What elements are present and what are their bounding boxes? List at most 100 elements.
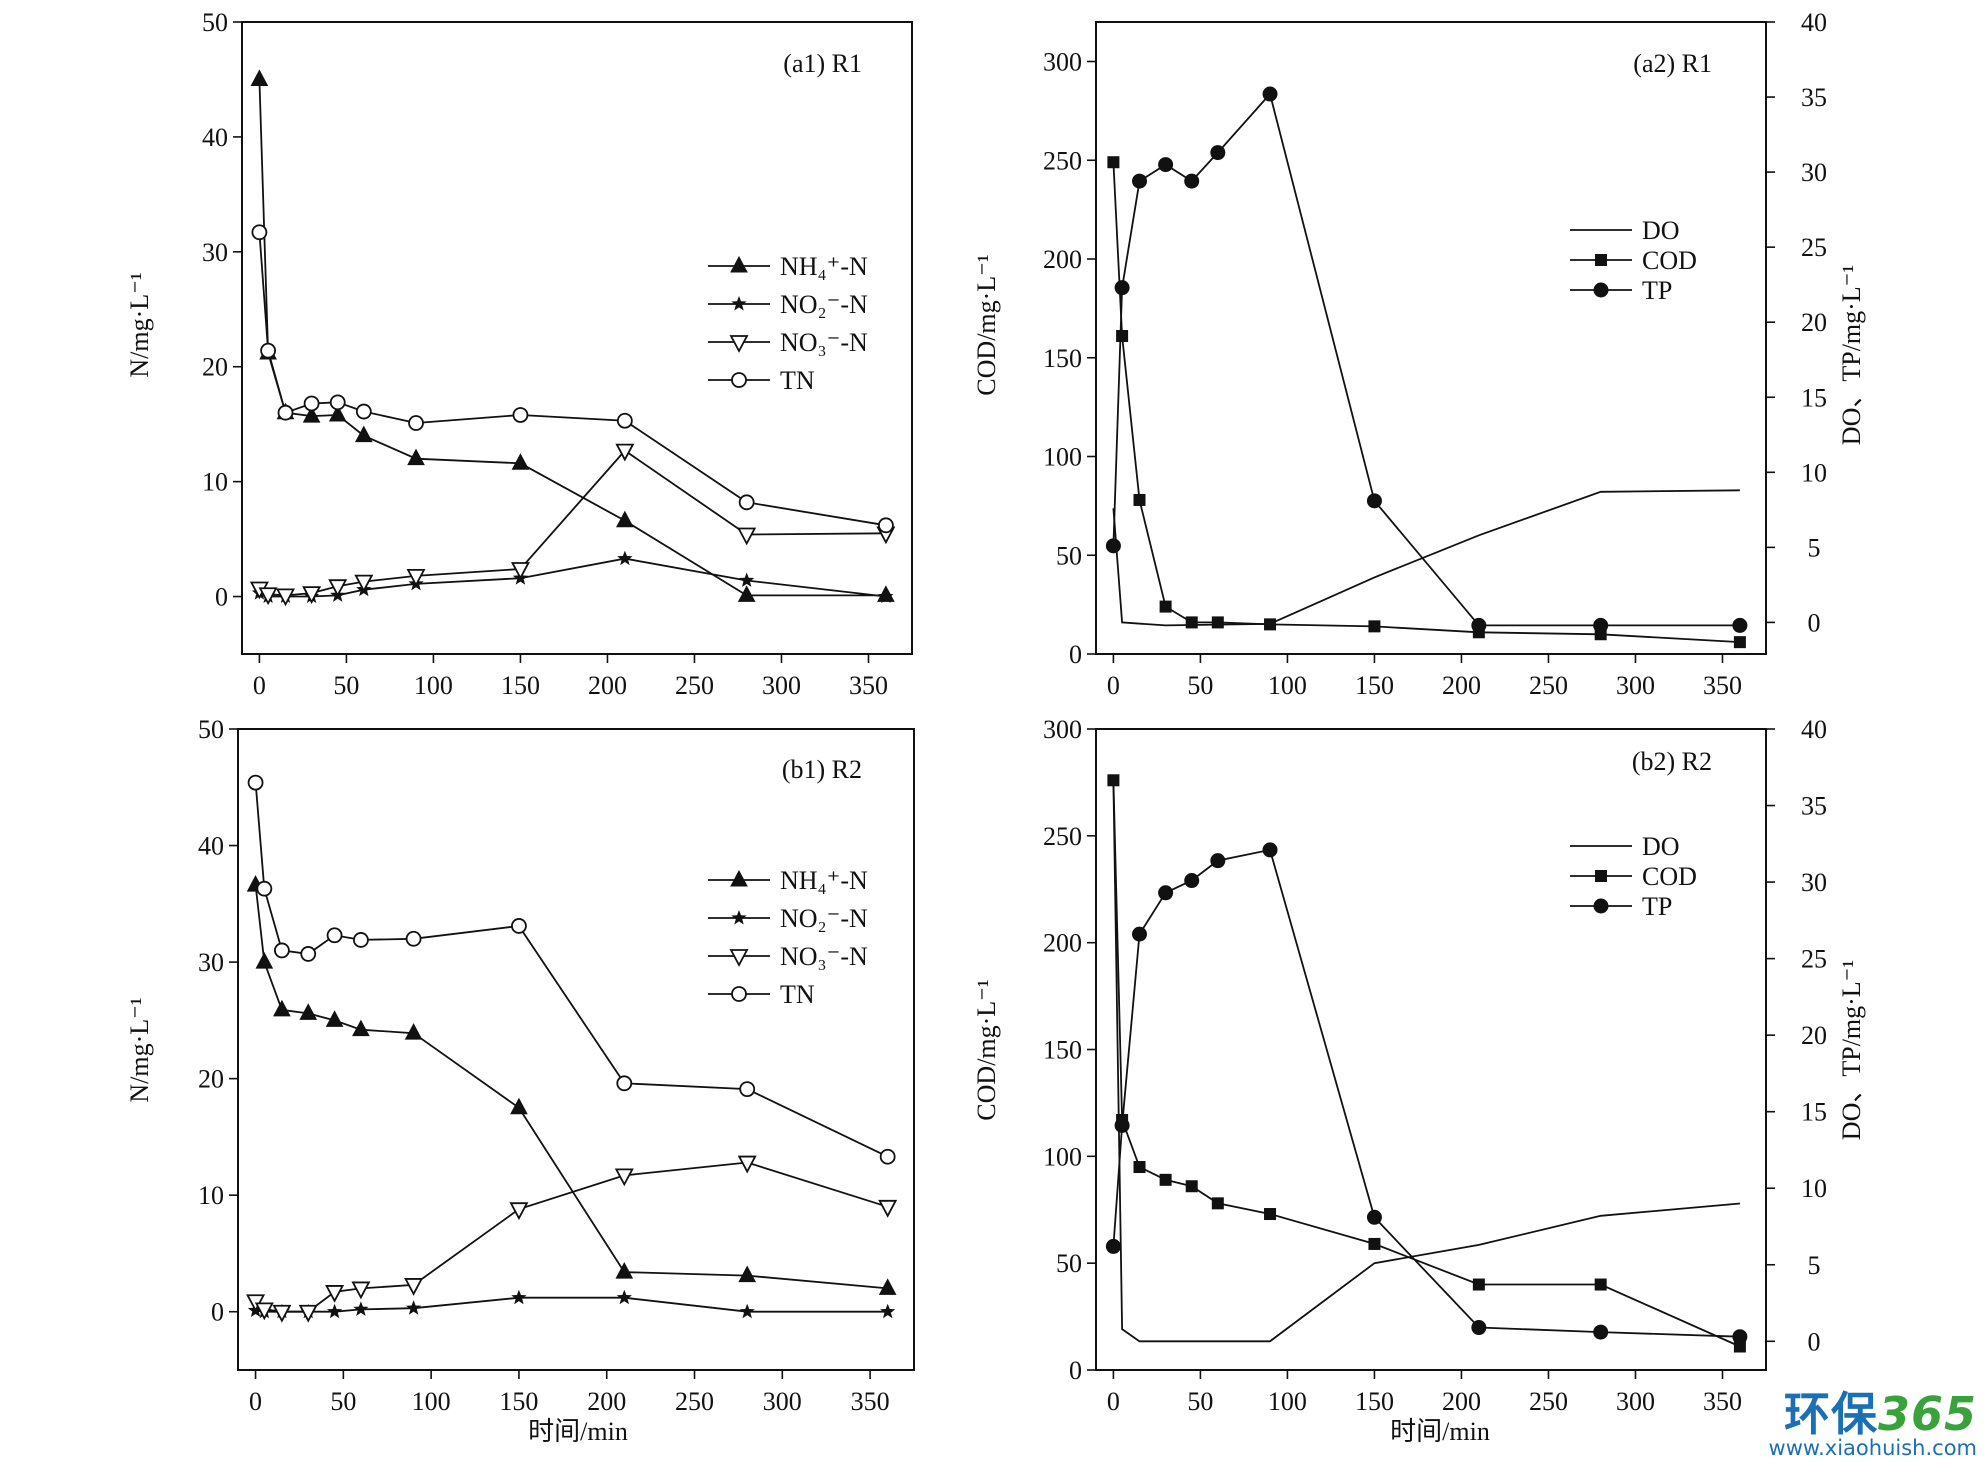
data-point-a2-tp-10 — [1732, 617, 1748, 633]
data-point-a1-no2minus-n-8 — [617, 550, 633, 566]
data-point-a1-tn-3 — [303, 395, 320, 412]
series-b2-tp — [1105, 842, 1748, 1345]
y2-tick-label-a2-10: 10 — [1801, 458, 1827, 487]
series-a2-do — [1112, 489, 1740, 627]
y-tick-label-a1-10: 10 — [202, 468, 228, 497]
y-tick-label-a2-300: 300 — [1043, 48, 1082, 77]
x-tick-label-a2-0: 0 — [1107, 671, 1120, 700]
legend-label-a1-no2minus-n: NO₂⁻-N — [780, 290, 868, 319]
data-point-a2-cod-4 — [1185, 616, 1198, 629]
y2-axis-title-b2: DO、TP/mg·L⁻¹ — [1837, 960, 1866, 1140]
data-point-a1-nh4plus-n-4 — [328, 404, 347, 422]
series-b1-no3minus-n — [246, 1155, 898, 1323]
y-tick-label-a2-0: 0 — [1069, 640, 1082, 669]
data-point-a1-no3minus-n-3 — [302, 586, 322, 605]
data-point-a1-tn-0 — [251, 224, 268, 241]
y2-tick-label-a2-35: 35 — [1801, 83, 1827, 112]
y2-tick-label-a2-40: 40 — [1801, 8, 1827, 37]
x-tick-label-a1-250: 250 — [675, 671, 714, 700]
plot-frame-a1 — [241, 21, 913, 655]
watermark-brand-text: 环保 — [1783, 1387, 1878, 1441]
panel-title-b1: (b1) R2 — [782, 755, 862, 784]
data-point-a1-tn-7 — [512, 407, 529, 423]
data-point-b1-nh4plus-n-9 — [738, 1265, 757, 1283]
x-tick-label-a2-300: 300 — [1616, 671, 1655, 700]
data-point-b1-nh4plus-n-5 — [352, 1019, 370, 1037]
data-point-b1-no3minus-n-6 — [404, 1278, 424, 1296]
data-point-b1-tn-10 — [879, 1148, 896, 1165]
y2-tick-label-b2-10: 10 — [1801, 1174, 1827, 1203]
y2-tick-label-b2-40: 40 — [1801, 715, 1827, 744]
data-point-a1-tn-8 — [616, 412, 633, 429]
data-point-a2-tp-8 — [1471, 617, 1487, 633]
legend-marker-b1-nh4plus-n — [730, 869, 748, 887]
data-point-a2-cod-6 — [1264, 618, 1277, 631]
x-tick-label-b1-150: 150 — [499, 1387, 538, 1416]
legend-label-a2-do: DO — [1642, 216, 1680, 245]
x-tick-label-b1-300: 300 — [763, 1387, 802, 1416]
watermark-url: www.xiaohuish.com — [1768, 1436, 1977, 1460]
data-point-a1-tn-9 — [738, 494, 755, 511]
data-point-b2-cod-5 — [1211, 1197, 1224, 1210]
data-point-b1-no3minus-n-10 — [878, 1199, 898, 1218]
legend-marker-b2-cod — [1595, 870, 1607, 882]
x-axis-title-b2: 时间/min — [1390, 1417, 1490, 1446]
y-tick-label-b1-40: 40 — [198, 832, 224, 861]
y-tick-label-b1-10: 10 — [198, 1181, 224, 1210]
data-point-a2-cod-5 — [1211, 616, 1224, 629]
y-tick-label-b2-0: 0 — [1069, 1356, 1082, 1385]
plot-frame-b2 — [1095, 728, 1767, 1371]
legend-marker-b1-no2minus-n — [731, 910, 747, 925]
y-axis-title-b2: COD/mg·L⁻¹ — [972, 979, 1001, 1120]
data-point-a1-no2minus-n-9 — [739, 572, 755, 587]
data-point-a1-nh4plus-n-0 — [250, 69, 269, 86]
data-point-b1-tn-2 — [273, 942, 290, 959]
data-point-b2-cod-0 — [1107, 774, 1120, 787]
legend-label-a1-tn: TN — [780, 366, 815, 395]
x-tick-label-b2-200: 200 — [1442, 1387, 1481, 1416]
x-tick-label-b1-250: 250 — [675, 1387, 714, 1416]
x-tick-label-a2-200: 200 — [1442, 671, 1481, 700]
series-b1-tn — [247, 774, 896, 1165]
data-point-b2-cod-4 — [1185, 1180, 1198, 1193]
data-point-a1-nh4plus-n-5 — [354, 425, 373, 443]
y2-tick-label-a2-20: 20 — [1801, 308, 1827, 337]
data-point-a2-tp-2 — [1132, 173, 1148, 189]
series-line-b2-do — [1112, 780, 1740, 1343]
data-point-a1-no2minus-n-10 — [878, 588, 894, 603]
x-tick-label-b1-50: 50 — [330, 1387, 356, 1416]
chart-a2: 0 50 100 150 200 250 300 350 0 50 100 150 200 250 300 0… — [972, 8, 1866, 700]
data-point-b1-nh4plus-n-2 — [273, 999, 291, 1017]
data-point-b1-no2minus-n-6 — [406, 1300, 422, 1315]
data-point-b2-tp-7 — [1366, 1209, 1382, 1225]
data-point-a2-cod-7 — [1368, 620, 1381, 633]
legend-label-b2-do: DO — [1642, 832, 1680, 861]
data-point-b1-no3minus-n-5 — [351, 1281, 371, 1300]
data-point-b1-no2minus-n-9 — [739, 1303, 755, 1319]
data-point-a2-cod-2 — [1133, 493, 1146, 506]
data-point-a1-no3minus-n-7 — [510, 562, 530, 580]
x-tick-label-b1-350: 350 — [851, 1387, 890, 1416]
series-line-a1-no3minus-n — [258, 449, 886, 597]
data-point-a2-tp-9 — [1593, 617, 1609, 633]
y-tick-label-a1-20: 20 — [202, 353, 228, 382]
data-point-b1-nh4plus-n-4 — [325, 1010, 344, 1027]
y2-tick-label-b2-20: 20 — [1801, 1021, 1827, 1050]
data-point-a2-cod-3 — [1159, 600, 1172, 613]
x-tick-label-a2-350: 350 — [1703, 671, 1742, 700]
plot-frame-a2 — [1095, 21, 1767, 655]
legend-label-b1-no3minus-n: NO₃⁻-N — [780, 942, 868, 971]
data-point-b1-no3minus-n-8 — [614, 1168, 634, 1187]
y-tick-label-b1-20: 20 — [198, 1065, 224, 1094]
y2-tick-label-a2-5: 5 — [1808, 533, 1821, 562]
x-tick-label-b2-300: 300 — [1616, 1387, 1655, 1416]
data-point-b2-tp-9 — [1593, 1324, 1609, 1340]
data-point-a2-cod-1 — [1116, 330, 1129, 343]
y-axis-title-a2: COD/mg·L⁻¹ — [972, 254, 1001, 395]
data-point-a1-nh4plus-n-8 — [616, 510, 634, 528]
legend-marker-a1-nh4plus-n — [730, 255, 748, 273]
x-tick-label-a2-100: 100 — [1268, 671, 1307, 700]
data-point-b1-tn-9 — [739, 1081, 756, 1098]
